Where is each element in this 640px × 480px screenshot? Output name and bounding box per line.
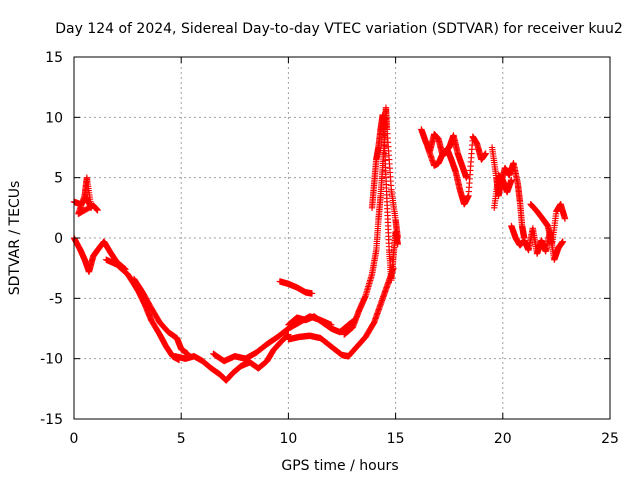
y-tick-label: 5	[54, 171, 63, 187]
y-tick-labels: -15 -10 -5 0 5 10 15	[40, 50, 63, 428]
x-tick-label: 10	[279, 431, 297, 447]
data-point-marker	[308, 290, 316, 297]
data-point-marker	[463, 174, 470, 181]
data-point-marker	[283, 332, 291, 339]
data-point-marker	[482, 150, 489, 157]
axis-ticks	[73, 56, 611, 420]
data-point-marker	[561, 215, 569, 222]
grid-lines	[74, 57, 610, 419]
x-tick-label: 15	[387, 431, 405, 447]
data-point-marker	[559, 238, 567, 245]
x-tick-label: 0	[70, 431, 79, 447]
data-point-marker	[94, 207, 101, 214]
y-axis-title: SDTVAR / TECUs	[7, 181, 23, 296]
y-tick-label: -15	[40, 412, 63, 428]
data-point-marker	[284, 331, 291, 339]
chart-title: Day 124 of 2024, Sidereal Day-to-day VTE…	[55, 21, 623, 37]
y-tick-label: 10	[45, 110, 63, 126]
x-tick-label: 20	[494, 431, 512, 447]
y-tick-label: -10	[40, 352, 63, 368]
x-tick-labels: 0 5 10 15 20 25	[70, 431, 619, 447]
data-point-marker	[508, 176, 515, 184]
x-tick-label: 5	[177, 431, 186, 447]
x-axis-title: GPS time / hours	[281, 458, 398, 474]
y-tick-label: -5	[49, 291, 63, 307]
x-tick-label: 25	[601, 431, 619, 447]
data-markers	[70, 104, 569, 384]
y-tick-label: 0	[54, 231, 63, 247]
y-tick-label: 15	[45, 50, 63, 66]
data-point-marker	[394, 240, 401, 248]
